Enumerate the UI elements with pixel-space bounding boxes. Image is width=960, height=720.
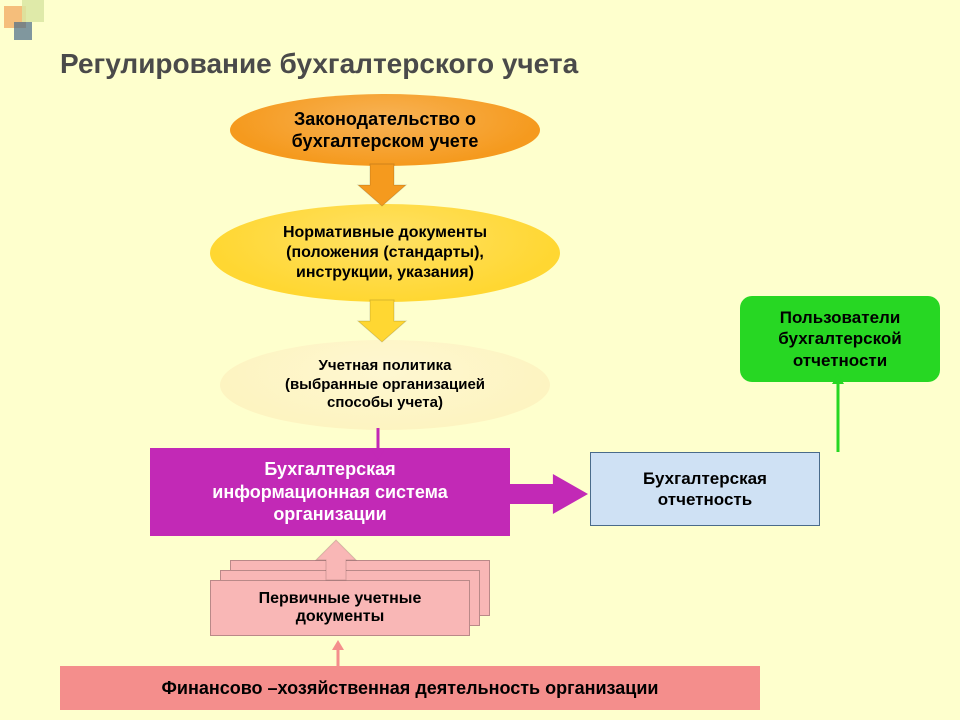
arrow-block-icon	[358, 164, 406, 206]
node-label: Бухгалтерская информационная система орг…	[202, 452, 457, 532]
node-label: Бухгалтерская отчетность	[633, 462, 777, 517]
flow-node-rect: Бухгалтерская отчетность	[590, 452, 820, 526]
node-label: Финансово –хозяйственная деятельность ор…	[152, 671, 669, 706]
arrow-right-icon	[510, 474, 588, 514]
flow-node-rect: Финансово –хозяйственная деятельность ор…	[60, 666, 760, 710]
node-label: Пользователи бухгалтерской отчетности	[768, 301, 911, 377]
flow-node-oval: Нормативные документы (положения (станда…	[210, 204, 560, 302]
node-label: Первичные учетные документы	[259, 590, 422, 626]
node-label: Законодательство о бухгалтерском учете	[292, 108, 479, 153]
node-label: Нормативные документы (положения (станда…	[283, 223, 487, 283]
arrow-line-icon	[330, 640, 346, 674]
slide-title: Регулирование бухгалтерского учета	[60, 48, 578, 80]
flow-node-rect: Бухгалтерская информационная система орг…	[150, 448, 510, 536]
corner-decoration	[0, 0, 50, 50]
arrow-block-icon	[316, 540, 356, 580]
arrow-line-icon	[370, 428, 386, 460]
flow-node-rect: Пользователи бухгалтерской отчетности	[740, 296, 940, 382]
node-label: Учетная политика (выбранные организацией…	[285, 357, 485, 413]
flow-node-stack: Первичные учетные документы	[210, 580, 470, 636]
flow-node-oval: Учетная политика (выбранные организацией…	[220, 340, 550, 430]
arrow-up-icon	[830, 374, 846, 454]
flow-node-oval: Законодательство о бухгалтерском учете	[230, 94, 540, 166]
arrow-block-icon	[358, 300, 406, 342]
